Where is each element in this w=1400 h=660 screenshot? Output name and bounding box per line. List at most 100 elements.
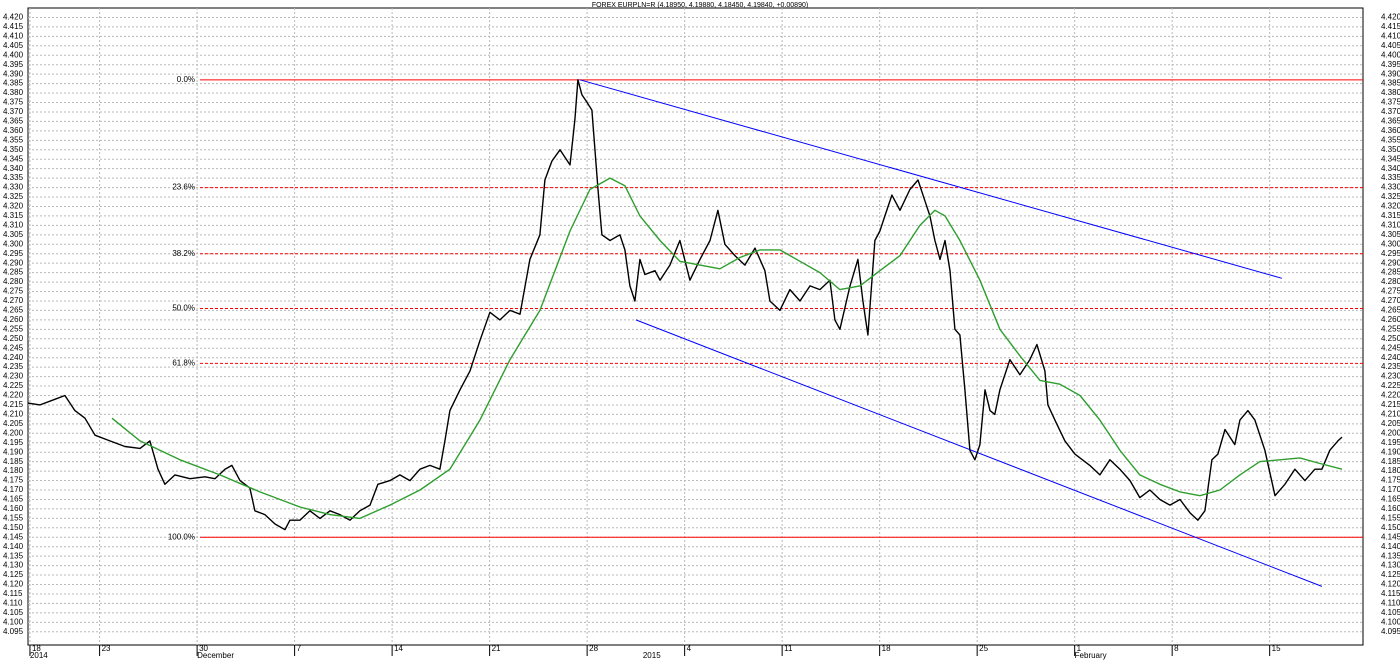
y-tick-label: 4.215	[3, 400, 24, 409]
y-tick-label: 4.345	[3, 154, 24, 163]
x-tick-label: 18	[882, 644, 891, 653]
y-tick-label: 4.395	[3, 60, 24, 69]
y-tick-label: 4.420	[3, 13, 24, 22]
y-tick-label: 4.150	[3, 523, 24, 532]
y-tick-label-right: 4.205	[1381, 419, 1400, 428]
y-tick-label: 4.415	[3, 22, 24, 31]
y-tick-label: 4.200	[3, 428, 24, 437]
y-tick-label: 4.285	[3, 268, 24, 277]
y-tick-label-right: 4.225	[1381, 381, 1400, 390]
y-tick-label: 4.170	[3, 485, 24, 494]
y-tick-label-right: 4.370	[1381, 107, 1400, 116]
x-tick-label: 30	[199, 644, 208, 653]
y-tick-label-right: 4.235	[1381, 362, 1400, 371]
y-tick-label-right: 4.410	[1381, 31, 1400, 40]
fib-label: 100.0%	[168, 532, 195, 541]
y-tick-label: 4.195	[3, 438, 24, 447]
x-tick-label: 14	[394, 644, 403, 653]
y-tick-label-right: 4.320	[1381, 202, 1400, 211]
y-tick-label: 4.230	[3, 372, 24, 381]
y-tick-label-right: 4.190	[1381, 447, 1400, 456]
x-tick-label: 25	[979, 644, 988, 653]
y-tick-label-right: 4.175	[1381, 476, 1400, 485]
y-tick-label-right: 4.350	[1381, 145, 1400, 154]
y-tick-label: 4.235	[3, 362, 24, 371]
y-tick-label-right: 4.095	[1381, 627, 1400, 636]
x-period-label: December	[197, 651, 234, 660]
x-tick-label: 1	[1077, 644, 1082, 653]
y-tick-label: 4.375	[3, 98, 24, 107]
y-tick-label-right: 4.380	[1381, 88, 1400, 97]
y-tick-label: 4.315	[3, 211, 24, 220]
y-tick-label-right: 4.325	[1381, 192, 1400, 201]
y-tick-label-right: 4.275	[1381, 287, 1400, 296]
y-tick-label: 4.335	[3, 173, 24, 182]
y-tick-label: 4.245	[3, 343, 24, 352]
y-tick-label-right: 4.120	[1381, 580, 1400, 589]
y-tick-label: 4.360	[3, 126, 24, 135]
x-tick-label: 15	[1272, 644, 1281, 653]
y-tick-label: 4.405	[3, 41, 24, 50]
y-tick-label-right: 4.180	[1381, 466, 1400, 475]
fib-label: 50.0%	[172, 304, 195, 313]
y-tick-label: 4.410	[3, 31, 24, 40]
y-tick-label: 4.330	[3, 183, 24, 192]
x-period-label: 2015	[643, 651, 661, 660]
y-tick-label-right: 4.100	[1381, 617, 1400, 626]
y-tick-label-right: 4.395	[1381, 60, 1400, 69]
y-tick-label-right: 4.280	[1381, 277, 1400, 286]
y-tick-label: 4.325	[3, 192, 24, 201]
y-tick-label-right: 4.310	[1381, 220, 1400, 229]
y-tick-label-right: 4.375	[1381, 98, 1400, 107]
y-tick-label: 4.205	[3, 419, 24, 428]
y-tick-label: 4.340	[3, 164, 24, 173]
fib-label: 0.0%	[177, 75, 195, 84]
y-tick-label: 4.350	[3, 145, 24, 154]
y-tick-label-right: 4.265	[1381, 306, 1400, 315]
y-tick-label: 4.105	[3, 608, 24, 617]
y-tick-label: 4.120	[3, 580, 24, 589]
series-line	[111, 177, 1343, 520]
y-tick-label: 4.355	[3, 135, 24, 144]
y-tick-label-right: 4.115	[1381, 589, 1400, 598]
y-tick-label: 4.130	[3, 561, 24, 570]
y-tick-label: 4.365	[3, 117, 24, 126]
series-line	[27, 79, 1343, 531]
y-tick-label: 4.190	[3, 447, 24, 456]
y-tick-label: 4.320	[3, 202, 24, 211]
y-tick-label: 4.400	[3, 50, 24, 59]
y-tick-label: 4.210	[3, 410, 24, 419]
y-tick-label-right: 4.245	[1381, 343, 1400, 352]
x-period-label: February	[1075, 651, 1107, 660]
y-tick-label: 4.115	[3, 589, 23, 598]
y-tick-label-right: 4.220	[1381, 391, 1400, 400]
y-tick-label: 4.240	[3, 353, 24, 362]
y-tick-label-right: 4.295	[1381, 249, 1400, 258]
y-tick-label-right: 4.270	[1381, 296, 1400, 305]
y-tick-label-right: 4.415	[1381, 22, 1400, 31]
y-tick-label-right: 4.240	[1381, 353, 1400, 362]
y-tick-label: 4.180	[3, 466, 24, 475]
y-tick-label: 4.280	[3, 277, 24, 286]
y-tick-label: 4.155	[3, 513, 24, 522]
y-tick-label: 4.370	[3, 107, 24, 116]
y-tick-label-right: 4.255	[1381, 324, 1400, 333]
y-tick-label: 4.275	[3, 287, 24, 296]
y-tick-label-right: 4.130	[1381, 561, 1400, 570]
fib-label: 23.6%	[172, 183, 195, 192]
x-tick-label: 4	[687, 644, 692, 653]
fib-label: 38.2%	[172, 249, 195, 258]
y-tick-label-right: 4.385	[1381, 79, 1400, 88]
y-tick-label-right: 4.335	[1381, 173, 1400, 182]
x-tick-label: 28	[589, 644, 598, 653]
y-tick-label-right: 4.420	[1381, 13, 1400, 22]
y-tick-label-right: 4.140	[1381, 542, 1400, 551]
y-tick-label-right: 4.340	[1381, 164, 1400, 173]
y-tick-label: 4.385	[3, 79, 24, 88]
y-tick-label: 4.100	[3, 617, 24, 626]
x-tick-label: 18	[32, 644, 41, 653]
y-tick-label: 4.295	[3, 249, 24, 258]
y-tick-label-right: 4.405	[1381, 41, 1400, 50]
y-tick-label: 4.250	[3, 334, 24, 343]
